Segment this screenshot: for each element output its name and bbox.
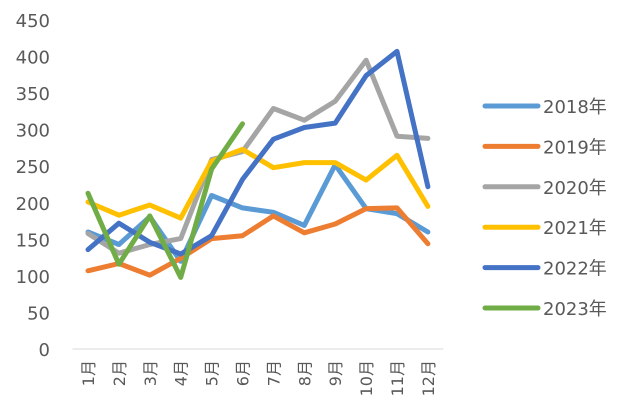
y-axis-ticks: 0 50 100 150 200 250 300 350 400 450 bbox=[16, 11, 50, 361]
y-tick-label: 400 bbox=[16, 48, 50, 69]
x-tick-label: 10月 bbox=[357, 360, 376, 396]
y-tick-label: 450 bbox=[16, 11, 50, 32]
y-tick-label: 150 bbox=[16, 230, 50, 251]
y-tick-label: 350 bbox=[16, 84, 50, 105]
series-line-2023年 bbox=[85, 121, 245, 280]
x-tick-label: 5月 bbox=[203, 360, 222, 386]
y-tick-label: 200 bbox=[16, 194, 50, 215]
legend-label: 2020年 bbox=[543, 178, 607, 199]
legend-label: 2023年 bbox=[543, 299, 607, 320]
x-tick-label: 8月 bbox=[295, 360, 314, 386]
series-lines bbox=[85, 48, 431, 280]
legend-label: 2018年 bbox=[543, 97, 607, 118]
x-axis-ticks: 1月 2月 3月 4月 5月 6月 7月 8月 9月 10月 11月 12月 bbox=[79, 360, 438, 396]
y-tick-label: 300 bbox=[16, 121, 50, 142]
x-tick-label: 6月 bbox=[234, 360, 253, 386]
y-tick-label: 100 bbox=[16, 267, 50, 288]
x-tick-label: 9月 bbox=[326, 360, 345, 386]
legend-label: 2021年 bbox=[543, 218, 607, 239]
x-tick-label: 3月 bbox=[141, 360, 160, 386]
x-tick-label: 4月 bbox=[172, 360, 191, 386]
x-tick-label: 12月 bbox=[419, 360, 438, 396]
x-tick-label: 7月 bbox=[264, 360, 283, 386]
y-tick-label: 50 bbox=[27, 303, 50, 324]
y-tick-label: 0 bbox=[39, 340, 50, 361]
x-tick-label: 11月 bbox=[388, 360, 407, 396]
y-tick-label: 250 bbox=[16, 157, 50, 178]
series-line-2019年 bbox=[85, 205, 431, 278]
legend-label: 2022年 bbox=[543, 259, 607, 280]
x-tick-label: 1月 bbox=[79, 360, 98, 386]
x-tick-label: 2月 bbox=[110, 360, 129, 386]
legend-label: 2019年 bbox=[543, 137, 607, 158]
series-line-2022年 bbox=[85, 48, 431, 257]
legend: 2018年 2019年 2020年 2021年 2022年 2023年 bbox=[482, 97, 607, 320]
